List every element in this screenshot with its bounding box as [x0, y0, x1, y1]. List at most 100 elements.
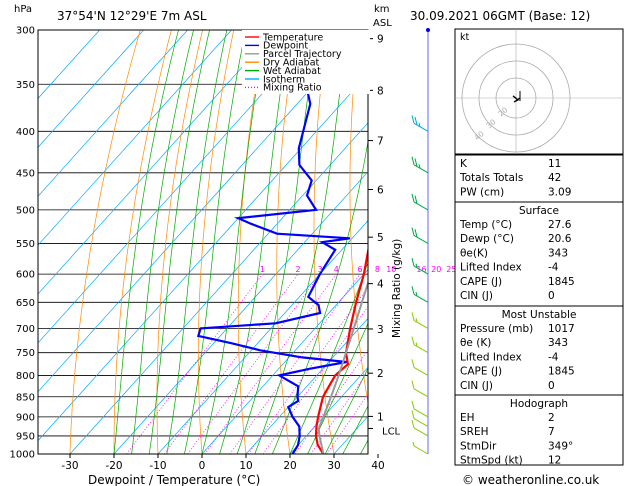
mixing-ratio-line — [126, 273, 263, 454]
index-value: 11 — [548, 158, 561, 170]
isotherm-line — [69, 122, 368, 454]
hodograph-trace — [512, 95, 521, 103]
wind-barb-flag — [411, 419, 415, 429]
legend-entry: Parcel Trajectory — [263, 49, 342, 60]
index-label: CAPE (J) — [460, 276, 502, 288]
height-unit-sub: ASL — [373, 18, 392, 29]
wind-barb-staff — [413, 366, 429, 376]
height-tick-label: 2 — [377, 368, 384, 380]
dry-adiabat-line — [197, 30, 235, 454]
pressure-tick-label: 450 — [16, 168, 35, 179]
index-value: 1017 — [548, 323, 575, 335]
wet-adiabat-line — [184, 30, 246, 454]
wind-barb-staff — [413, 388, 429, 398]
wind-barb-staff — [413, 445, 429, 455]
series-parcel-trajectory — [317, 279, 368, 454]
mixing-ratio-labels: 1 2 3 4 6 8 10 16 20 25 — [260, 265, 457, 274]
mixing-ratio-value: 8 — [375, 265, 380, 274]
index-label: Dewp (°C) — [460, 233, 514, 245]
temperature-tick-label: 30 — [327, 460, 340, 472]
mixing-ratio-axis-label: Mixing Ratio (g/kg) — [391, 239, 403, 338]
wind-barb-flag — [411, 286, 415, 295]
index-value: 1845 — [548, 366, 575, 378]
pressure-tick-label: 300 — [16, 26, 35, 37]
wind-barb-flag — [411, 193, 415, 203]
isotherm-line — [289, 366, 368, 454]
table-box — [454, 394, 624, 466]
index-value: 2 — [548, 412, 555, 424]
isotherm-line — [38, 30, 188, 197]
x-axis-label: Dewpoint / Temperature (°C) — [88, 473, 260, 486]
index-label: Totals Totals — [459, 172, 523, 184]
isotherm-line — [38, 30, 144, 148]
legend-entry: Temperature — [262, 32, 323, 43]
wind-barb-half — [418, 122, 421, 127]
wind-barb-staff — [413, 164, 429, 174]
index-value: 7 — [548, 426, 555, 438]
sounding-datetime: 30.09.2021 06GMT (Base: 12) — [410, 9, 590, 23]
wet-adiabat-line — [201, 30, 267, 454]
dry-adiabat-line — [69, 30, 141, 454]
mixing-ratio-value: 1 — [260, 265, 265, 274]
dry-adiabat-line — [113, 30, 172, 454]
legend-entry: Mixing Ratio — [263, 83, 322, 94]
pressure-unit-label: hPa — [14, 4, 32, 15]
wet-adiabat-line — [307, 322, 368, 454]
index-value: 349° — [548, 440, 573, 452]
series-temperature — [314, 245, 368, 454]
temperature-tick-label: -30 — [61, 460, 78, 472]
wind-barb-half — [415, 317, 418, 323]
wind-barb-staff — [413, 293, 429, 303]
index-value: -4 — [548, 351, 559, 363]
pressure-tick-label: 1000 — [10, 450, 35, 461]
wind-barb-flag — [411, 359, 415, 368]
wind-barb-staff — [413, 201, 429, 211]
pressure-tick-label: 600 — [16, 270, 35, 281]
mixing-ratio-value: 6 — [357, 265, 362, 274]
wind-barb-flag — [411, 400, 415, 410]
pressure-tick-label: 650 — [16, 298, 35, 309]
mixing-ratio-line — [163, 273, 299, 454]
wet-adiabat-line — [166, 30, 228, 454]
wind-barb-staff — [413, 319, 429, 329]
pressure-tick-label: 400 — [16, 127, 35, 138]
index-value: 0 — [548, 380, 555, 392]
index-label: CIN (J) — [460, 380, 493, 392]
index-label: CIN (J) — [460, 290, 493, 302]
pressure-tick-label: 900 — [16, 412, 35, 423]
temperature-tick-label: -20 — [105, 460, 122, 472]
wind-barb-flag — [411, 410, 415, 419]
footer-credit: © weatheronline.co.uk — [462, 473, 599, 486]
mixing-ratio-value: 10 — [386, 265, 396, 274]
mixing-ratio-value: 25 — [446, 265, 456, 274]
wind-barb-staff — [413, 418, 429, 427]
mixing-ratio-value: 16 — [416, 265, 426, 274]
wind-barbs — [411, 28, 430, 455]
pressure-tick-label: 700 — [16, 324, 35, 335]
height-tick-label: 9 — [377, 34, 384, 46]
index-label: θe (K) — [460, 337, 491, 349]
height-tick-label: 8 — [377, 85, 384, 97]
wind-barb-flag — [411, 156, 415, 165]
wind-barb-flag — [411, 227, 415, 236]
dry-adiabat-line — [156, 30, 203, 454]
index-label: StmDir — [460, 440, 497, 452]
legend-entry: Dewpoint — [263, 41, 308, 52]
wet-adiabat-line — [324, 367, 368, 454]
mixing-ratio-line — [262, 305, 368, 454]
wind-barb-half — [415, 291, 418, 297]
temperature-tick-label: 0 — [199, 460, 206, 472]
temperature-tick-label: -10 — [149, 460, 166, 472]
mixing-ratio-value: 20 — [431, 265, 441, 274]
wind-barb-flag — [411, 312, 415, 321]
index-label: PW (cm) — [460, 186, 504, 198]
legend-entry: Wet Adiabat — [263, 66, 321, 77]
index-label: CAPE (J) — [460, 366, 502, 378]
wind-barb-flag — [414, 195, 418, 204]
height-tick-label: 3 — [377, 324, 384, 336]
pressure-tick-label: 550 — [16, 239, 35, 250]
table-box — [454, 201, 624, 307]
index-value: 27.6 — [548, 219, 572, 231]
